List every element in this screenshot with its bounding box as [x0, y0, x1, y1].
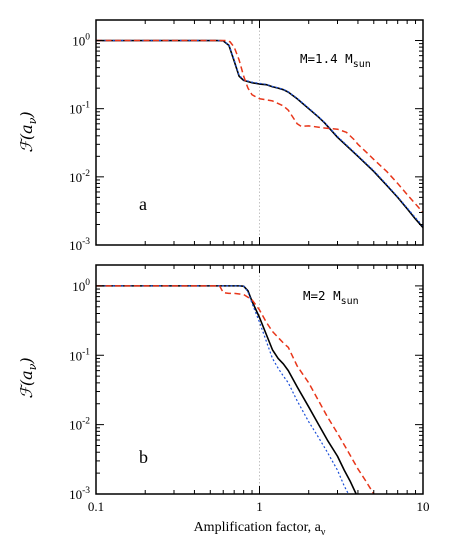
panel-a-y-tick-label: 10-3: [69, 237, 90, 253]
panel-b-mass-annotation: M=2 Msun: [303, 288, 359, 307]
panel-b-solid-series: [96, 285, 357, 494]
panel-a-solid-series: [96, 39, 423, 229]
panel-b-y-tick-label: 10-3: [69, 486, 90, 502]
panel-a-y-tick-label: 10-1: [69, 101, 90, 117]
panel-b-dashed-series: [96, 285, 375, 494]
panel-a: 100 10-1 10-2 10-3 ℱ(aν) M=1.4 Msun a: [17, 19, 424, 253]
panel-a-y-tick-label: 100: [72, 33, 90, 49]
panel-b-x-tick-label: 10: [417, 499, 430, 514]
x-axis-title: Amplification factor, aν: [194, 520, 326, 538]
panel-a-y-axis-title: ℱ(aν): [17, 111, 39, 152]
panel-b-x-tick-label: 0.1: [88, 499, 104, 514]
panel-b-y-tick-label: 10-2: [69, 417, 90, 433]
panel-a-mass-annotation: M=1.4 Msun: [300, 51, 371, 70]
panel-a-y-tick-label: 10-2: [69, 169, 90, 185]
panel-b-y-axis-title: ℱ(aν): [17, 357, 39, 398]
panel-b-x-tick-label: 1: [256, 499, 263, 514]
panel-b-y-tick-label: 10-1: [69, 347, 90, 363]
panel-b: 100 10-1 10-2 10-30.1 1 10 Amplification facto…: [17, 264, 430, 538]
panel-b-label: b: [139, 447, 148, 467]
panel-a-label: a: [139, 194, 147, 214]
panel-a-dotted-series: [96, 39, 423, 227]
panel-b-y-tick-label: 100: [72, 278, 90, 294]
panel-b-dotted-series: [96, 285, 349, 494]
